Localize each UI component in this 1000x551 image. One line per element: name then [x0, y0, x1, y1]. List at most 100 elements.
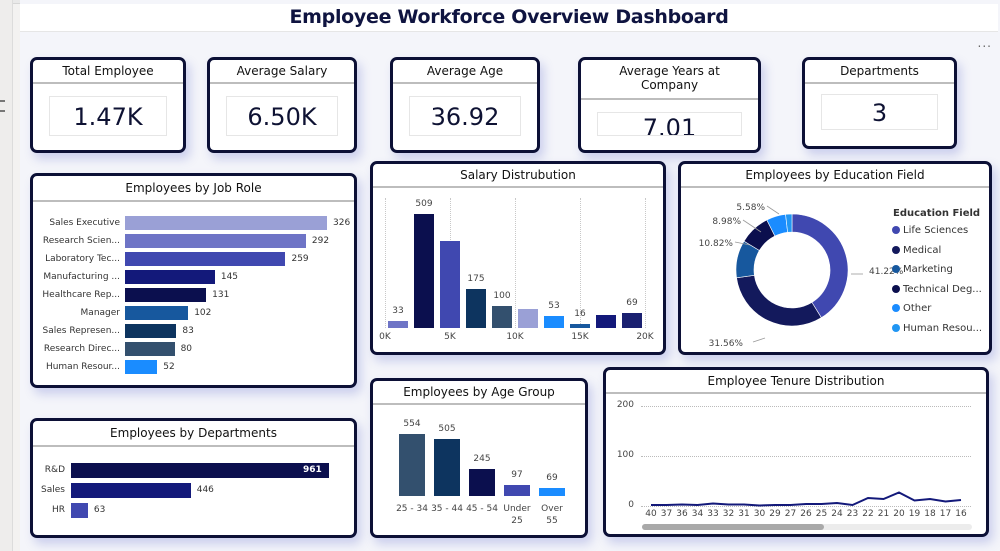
- x-tick-label: 25 - 34: [396, 504, 428, 514]
- bar-value-label: 245: [473, 453, 491, 464]
- kpi-total-employee[interactable]: Total Employee 1.47K: [30, 57, 186, 153]
- grid-line: [385, 198, 386, 328]
- bar[interactable]: [440, 240, 460, 328]
- legend-item[interactable]: Marketing: [892, 264, 953, 275]
- bar[interactable]: [399, 434, 425, 496]
- education-field-card[interactable]: Employees by Education Field 41.22% 31.56…: [678, 161, 992, 355]
- bar-value-label: 175: [467, 273, 485, 284]
- legend-label: Other: [903, 303, 932, 314]
- chart-title: Employees by Age Group: [373, 381, 585, 405]
- x-tick-label: 36: [676, 509, 688, 519]
- salary-distribution-card[interactable]: Salary Distrubution 0K 5K 10K 15K 20K 33 509 17…: [370, 161, 666, 355]
- grid-line: [645, 198, 646, 328]
- x-tick-label: 55: [546, 516, 558, 526]
- bar[interactable]: [414, 214, 434, 328]
- x-tick-label: 24: [831, 509, 843, 519]
- x-tick-label: 15K: [571, 332, 589, 342]
- more-options-icon[interactable]: ...: [977, 36, 992, 50]
- x-tick-label: Under: [503, 504, 531, 514]
- bar[interactable]: [125, 252, 286, 266]
- legend-item[interactable]: Technical Deg...: [892, 284, 982, 295]
- bar[interactable]: [125, 270, 215, 284]
- bar[interactable]: [71, 463, 329, 478]
- chart-title: Employee Tenure Distribution: [606, 370, 986, 394]
- bar[interactable]: [125, 216, 327, 230]
- legend-label: Medical: [903, 244, 942, 256]
- grid-line: [641, 506, 971, 507]
- legend-item[interactable]: Life Sciences: [892, 225, 968, 236]
- bar-value-label: 97: [511, 470, 523, 481]
- bar-category-label: Human Resour...: [45, 362, 120, 372]
- title-bar: Employee Workforce Overview Dashboard: [20, 4, 998, 32]
- bar-category-label: HR: [51, 505, 65, 515]
- kpi-departments[interactable]: Departments 3: [802, 57, 957, 149]
- kpi-average-age[interactable]: Average Age 36.92: [390, 57, 540, 153]
- legend-item[interactable]: Medical: [892, 245, 941, 256]
- horizontal-scrollbar-thumb[interactable]: [642, 524, 824, 530]
- bar[interactable]: [434, 439, 460, 496]
- bar[interactable]: [492, 305, 512, 328]
- kpi-value: 7.01: [597, 112, 742, 136]
- legend-item[interactable]: Human Resou...: [892, 323, 982, 334]
- kpi-label: Average Years at Company: [581, 60, 758, 100]
- bar[interactable]: [125, 342, 175, 356]
- bar[interactable]: [539, 488, 565, 496]
- departments-chart-card[interactable]: Employees by Departments R&D 961 Sales 446 H…: [30, 418, 357, 538]
- x-tick-label: 33: [707, 509, 719, 519]
- bar-category-label: Manager: [80, 308, 120, 318]
- bar[interactable]: [518, 309, 538, 328]
- donut-slice[interactable]: [785, 213, 793, 233]
- bar[interactable]: [125, 306, 189, 320]
- x-tick-label: 16: [955, 509, 967, 519]
- kpi-value: 6.50K: [226, 96, 338, 136]
- bar-value-label: 505: [438, 424, 456, 435]
- legend-item[interactable]: Other: [892, 303, 931, 314]
- bar-value-label: 259: [291, 254, 309, 264]
- age-group-plot: 554 25 - 34 505 35 - 44 245 45 - 54 97 Under 25 6…: [373, 405, 585, 535]
- x-tick-label: 26: [800, 509, 812, 519]
- bar-value-label: 554: [403, 419, 421, 429]
- bar[interactable]: [388, 320, 408, 328]
- bar[interactable]: [469, 468, 495, 496]
- pages-icon[interactable]: [0, 100, 5, 112]
- bar[interactable]: [504, 485, 530, 496]
- legend-label: Human Resou...: [903, 322, 983, 334]
- education-plot: 41.22% 31.56% 10.82% 8.98% 5.58% Education Fi…: [681, 188, 989, 352]
- tenure-plot: 0 100 200 40 37 36 34 33 32 31 30 29 27 26 25 24 23 22 21 2…: [606, 394, 986, 534]
- tenure-series-line[interactable]: [651, 491, 962, 507]
- bar[interactable]: [125, 234, 306, 248]
- donut-slice[interactable]: [736, 274, 822, 327]
- donut-slice[interactable]: [791, 213, 849, 319]
- kpi-label: Total Employee: [33, 60, 183, 84]
- legend-dot-icon: [892, 284, 900, 293]
- bar[interactable]: [125, 360, 158, 374]
- x-tick-label: 20: [893, 509, 905, 519]
- bar[interactable]: [466, 288, 486, 328]
- bar[interactable]: [71, 483, 191, 498]
- slice-percent-label: 5.58%: [736, 203, 765, 213]
- kpi-average-years[interactable]: Average Years at Company 7.01: [578, 57, 761, 153]
- bar-value-label: 52: [163, 362, 175, 372]
- chart-title: Employees by Departments: [33, 421, 354, 447]
- tenure-distribution-card[interactable]: Employee Tenure Distribution 0 100 200 40 37…: [603, 367, 989, 537]
- bar-value-label: 509: [415, 199, 433, 210]
- kpi-average-salary[interactable]: Average Salary 6.50K: [207, 57, 357, 153]
- bar-value-label: 446: [196, 485, 214, 495]
- job-role-chart-card[interactable]: Employees by Job Role Sales Executive 326…: [30, 173, 357, 388]
- age-group-card[interactable]: Employees by Age Group 554 25 - 34 505 35 -…: [370, 378, 588, 538]
- x-tick-label: 22: [862, 509, 874, 519]
- x-tick-label: 32: [722, 509, 735, 519]
- bar[interactable]: [570, 324, 590, 328]
- bar[interactable]: [71, 503, 88, 518]
- bar[interactable]: [125, 324, 177, 338]
- bar-value-label: 69: [546, 473, 558, 484]
- legend-dot-icon: [892, 304, 900, 312]
- bar-value-label: 69: [626, 297, 638, 308]
- x-tick-label: 23: [846, 509, 859, 519]
- donut-chart: 41.22% 31.56% 10.82% 8.98% 5.58%: [699, 203, 904, 349]
- bar[interactable]: [622, 312, 642, 328]
- bar[interactable]: [125, 288, 207, 302]
- bar[interactable]: [596, 314, 616, 328]
- chart-title: Employees by Education Field: [681, 164, 989, 188]
- bar[interactable]: [544, 316, 564, 328]
